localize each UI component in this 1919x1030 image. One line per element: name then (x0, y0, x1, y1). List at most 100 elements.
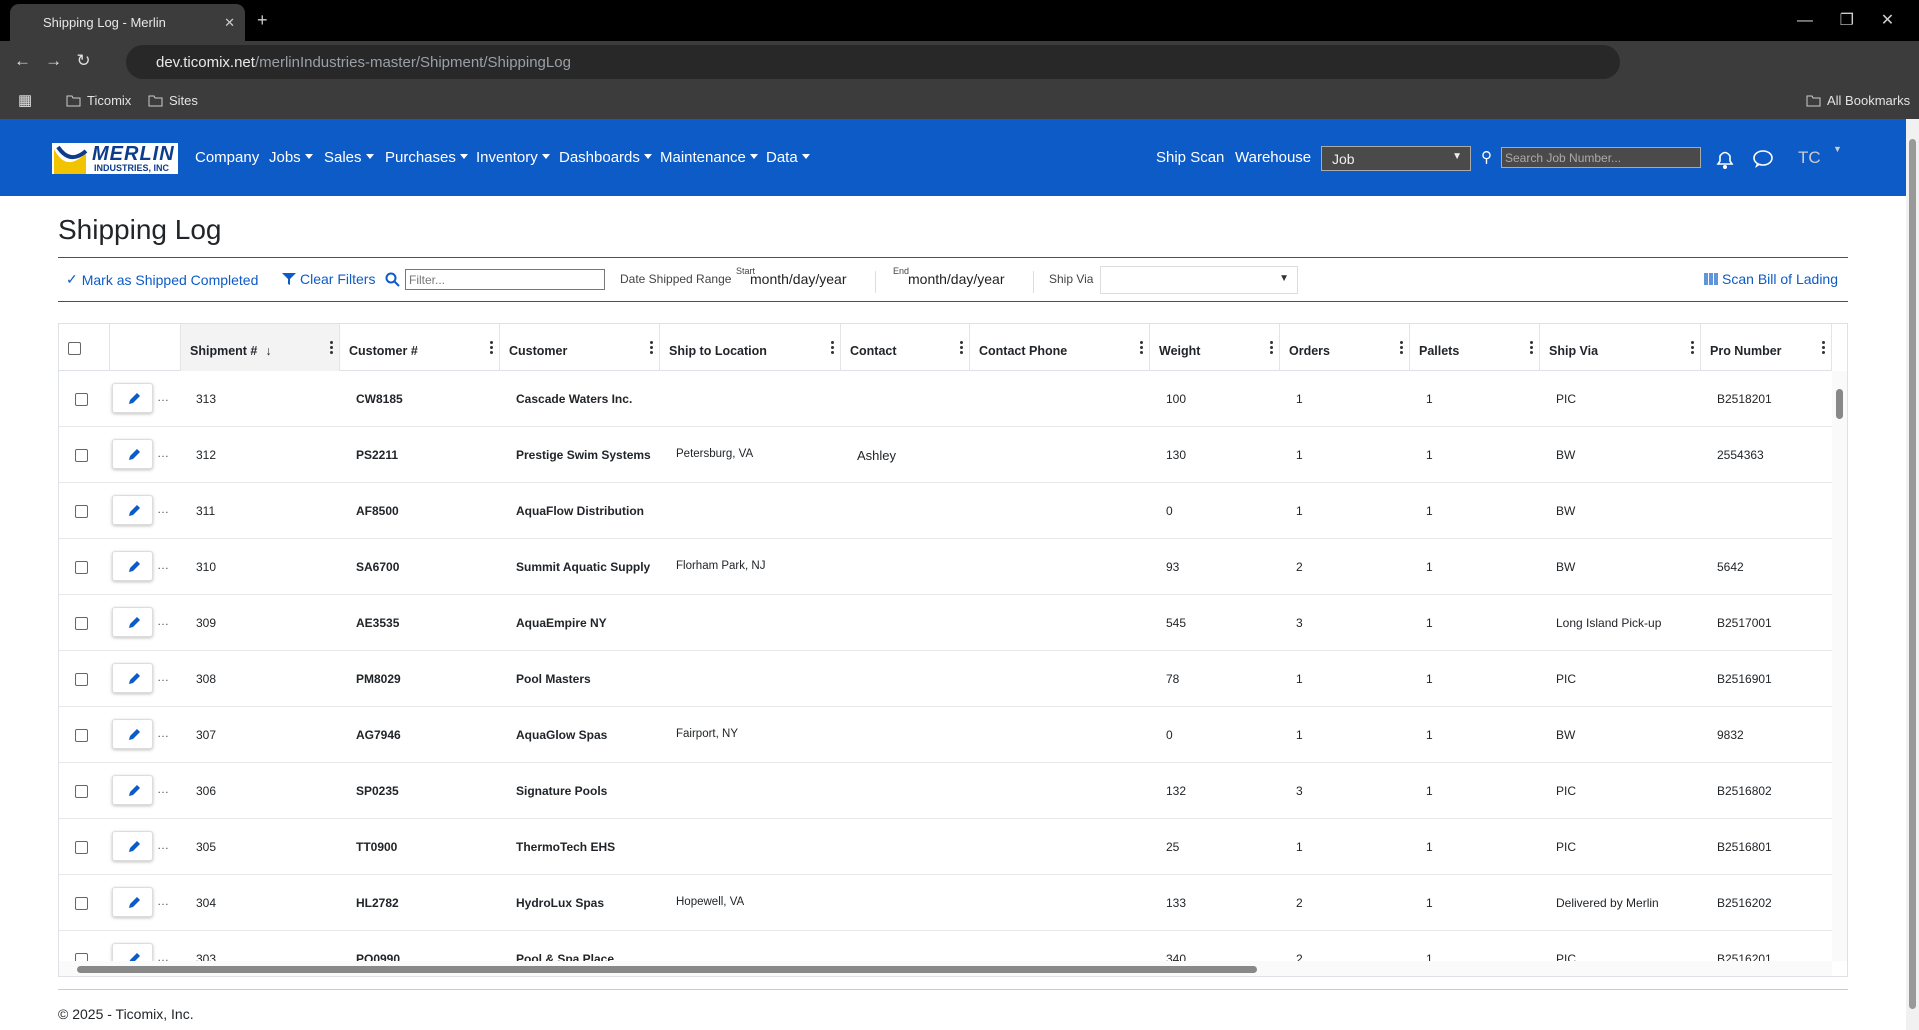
column-menu[interactable] (330, 341, 333, 357)
nav-buttons[interactable]: ← → ↻ (14, 51, 91, 70)
column-menu[interactable] (1140, 341, 1143, 357)
end-placeholder: month/day/year (908, 271, 1005, 287)
row-checkbox[interactable] (75, 729, 88, 742)
table-cell: AF8500 (356, 504, 399, 518)
row-checkbox[interactable] (75, 449, 88, 462)
logo[interactable]: MERLIN INDUSTRIES, INC (52, 143, 178, 174)
row-checkbox[interactable] (75, 841, 88, 854)
edit-button[interactable] (112, 887, 153, 917)
ship-via-select[interactable]: ▼ (1100, 266, 1298, 294)
edit-button[interactable] (112, 775, 153, 805)
clear-filters-button[interactable]: Clear Filters (282, 271, 375, 287)
header-cell (110, 324, 181, 371)
nav-menu-item[interactable]: Sales (324, 149, 374, 166)
column-menu[interactable] (1822, 341, 1825, 357)
column-title: Weight (1159, 344, 1201, 358)
bookmark[interactable]: Sites (148, 93, 198, 108)
table-cell: 1 (1426, 560, 1433, 574)
column-header[interactable]: Customer (500, 324, 660, 371)
column-title: Contact (850, 344, 897, 358)
column-header[interactable]: Ship Via (1540, 324, 1701, 371)
url-bar[interactable]: dev.ticomix.net/merlinIndustries-master/… (126, 45, 1620, 79)
page-scrollbar[interactable] (1906, 119, 1919, 1030)
table-cell: 340 (1166, 952, 1187, 961)
edit-button[interactable] (112, 383, 153, 413)
column-header[interactable]: Shipment # ↓ (181, 324, 340, 371)
table-row: … 308 PM8029 Pool Masters 78 1 1 PIC B2516901 (59, 651, 1832, 707)
table-row: … 309 AE3535 AquaEmpire NY 545 3 1 Long Island … (59, 595, 1832, 651)
start-date-input[interactable]: month/day/year (750, 271, 876, 293)
table-cell: Cascade Waters Inc. (516, 392, 633, 406)
column-menu[interactable] (1270, 341, 1273, 357)
table-cell: 303 (196, 952, 217, 961)
end-label: End (893, 266, 910, 276)
row-checkbox[interactable] (75, 953, 88, 961)
select-all-checkbox[interactable] (68, 342, 81, 355)
nav-menu-item[interactable]: Jobs (269, 149, 313, 166)
nav-menu-item[interactable]: Purchases (385, 149, 468, 166)
nav-menu-item[interactable]: Company (195, 149, 260, 166)
row-checkbox[interactable] (75, 785, 88, 798)
browser-tab[interactable]: Shipping Log - Merlin ✕ (10, 4, 245, 41)
end-date-input[interactable]: month/day/year (908, 271, 1034, 293)
column-menu[interactable] (960, 341, 963, 357)
mark-shipped-button[interactable]: ✓ Mark as Shipped Completed (66, 271, 259, 288)
nav-icons[interactable] (1715, 148, 1775, 170)
search-input[interactable]: Search Job Number... (1501, 147, 1701, 168)
row-checkbox[interactable] (75, 505, 88, 518)
column-header[interactable]: Pro Number (1701, 324, 1832, 371)
search-type-select[interactable]: Job ▼ (1321, 146, 1471, 171)
row-checkbox[interactable] (75, 897, 88, 910)
column-header[interactable]: Weight (1150, 324, 1280, 371)
filter-input[interactable]: Filter... (405, 269, 605, 290)
column-menu[interactable] (650, 341, 653, 357)
row-checkbox[interactable] (75, 393, 88, 406)
edit-button[interactable] (112, 439, 153, 469)
column-header[interactable]: Contact (841, 324, 970, 371)
table-cell: SP0235 (356, 784, 399, 798)
nav-menu-item[interactable]: Maintenance (660, 149, 758, 166)
edit-button[interactable] (112, 551, 153, 581)
column-header[interactable]: Orders (1280, 324, 1410, 371)
edit-button[interactable] (112, 495, 153, 525)
column-header[interactable]: Contact Phone (970, 324, 1150, 371)
edit-button[interactable] (112, 831, 153, 861)
table-cell: 312 (196, 448, 217, 462)
column-menu[interactable] (490, 341, 493, 357)
edit-button[interactable] (112, 663, 153, 693)
edit-button[interactable] (112, 719, 153, 749)
ellipsis: … (157, 502, 169, 516)
column-menu[interactable] (831, 341, 834, 357)
bookmark[interactable]: Ticomix (66, 93, 131, 108)
table-cell: BW (1556, 448, 1576, 462)
nav-link[interactable]: Warehouse (1235, 149, 1312, 166)
row-checkbox[interactable] (75, 617, 88, 630)
nav-link[interactable]: Ship Scan (1156, 149, 1225, 166)
row-checkbox[interactable] (75, 561, 88, 574)
window-controls[interactable]: — ❐ ✕ (1797, 12, 1895, 29)
new-tab[interactable]: + (257, 10, 268, 30)
column-menu[interactable] (1691, 341, 1694, 357)
table-hscroll[interactable] (59, 961, 1832, 976)
column-header[interactable]: Pallets (1410, 324, 1540, 371)
scan-bol-button[interactable]: Scan Bill of Lading (1704, 271, 1838, 287)
table-cell: HL2782 (356, 896, 399, 910)
column-title: Pro Number (1710, 344, 1782, 358)
nav-menu-item[interactable]: Dashboards (559, 149, 652, 166)
edit-button[interactable] (112, 607, 153, 637)
user-initials[interactable]: TC (1798, 148, 1821, 167)
column-header[interactable]: Customer # (340, 324, 500, 371)
column-menu[interactable] (1400, 341, 1403, 357)
nav-menu-item[interactable]: Inventory (476, 149, 550, 166)
row-checkbox[interactable] (75, 673, 88, 686)
all-bookmarks[interactable]: All Bookmarks (1806, 93, 1910, 108)
edit-button[interactable] (112, 943, 153, 961)
ellipsis: … (157, 726, 169, 740)
table-row: … 307 AG7946 AquaGlow Spas Fairport, NY 0 1 1 BW… (59, 707, 1832, 763)
table-vscroll[interactable] (1832, 371, 1847, 961)
column-header[interactable]: Ship to Location (660, 324, 841, 371)
nav-menu-item[interactable]: Data (766, 149, 810, 166)
ellipsis: … (157, 894, 169, 908)
column-menu[interactable] (1530, 341, 1533, 357)
table-cell: 1 (1426, 896, 1433, 910)
